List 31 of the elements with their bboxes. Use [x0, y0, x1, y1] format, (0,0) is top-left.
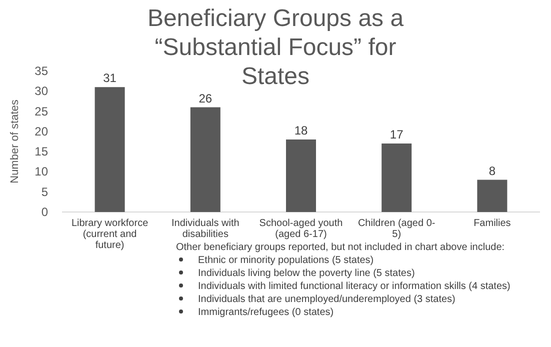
x-tick-label: Individuals with disabilities	[171, 218, 240, 240]
y-tick-label: 15	[34, 144, 48, 159]
data-label: 31	[103, 71, 117, 86]
text: Individuals living below the poverty line (5 states)	[198, 268, 415, 279]
bar	[477, 180, 508, 212]
x-tick-label: School-aged youth (aged 6-17)	[259, 218, 343, 240]
y-tick-label: 25	[34, 104, 48, 118]
text: Other beneficiary groups reported, but not included in chart above include:	[176, 242, 505, 253]
x-tick-label: Children (aged 0-5)	[358, 218, 436, 240]
data-label: 26	[198, 91, 212, 106]
text: Immigrants/refugees (0 states)	[198, 307, 334, 318]
y-tick-label: 10	[34, 164, 48, 179]
bar	[190, 107, 220, 212]
y-axis-title: Number of states	[9, 99, 21, 184]
text: Individuals with limited functional literacy or information skills (4 states)	[198, 281, 510, 292]
bar	[286, 139, 316, 212]
data-label: 17	[390, 128, 404, 142]
x-tick-label: Library workforce (current and future)	[71, 218, 149, 251]
text: Ethnic or minority populations (5 states)	[198, 255, 374, 266]
x-tick-label: Families	[474, 218, 511, 229]
y-tick-label: 20	[34, 124, 48, 138]
chart-title: Beneficiary Groups as a “Substantial Focus” for States	[147, 5, 404, 90]
y-tick-label: 0	[41, 205, 48, 219]
data-label: 8	[488, 164, 496, 178]
data-label: 18	[294, 123, 308, 138]
bar	[94, 87, 125, 212]
bar	[382, 144, 412, 212]
y-tick-label: 30	[34, 84, 48, 98]
text: Individuals that are unemployed/underemployed (3 states)	[198, 294, 456, 305]
y-tick-label: 35	[34, 64, 48, 78]
y-tick-label: 5	[41, 184, 48, 199]
